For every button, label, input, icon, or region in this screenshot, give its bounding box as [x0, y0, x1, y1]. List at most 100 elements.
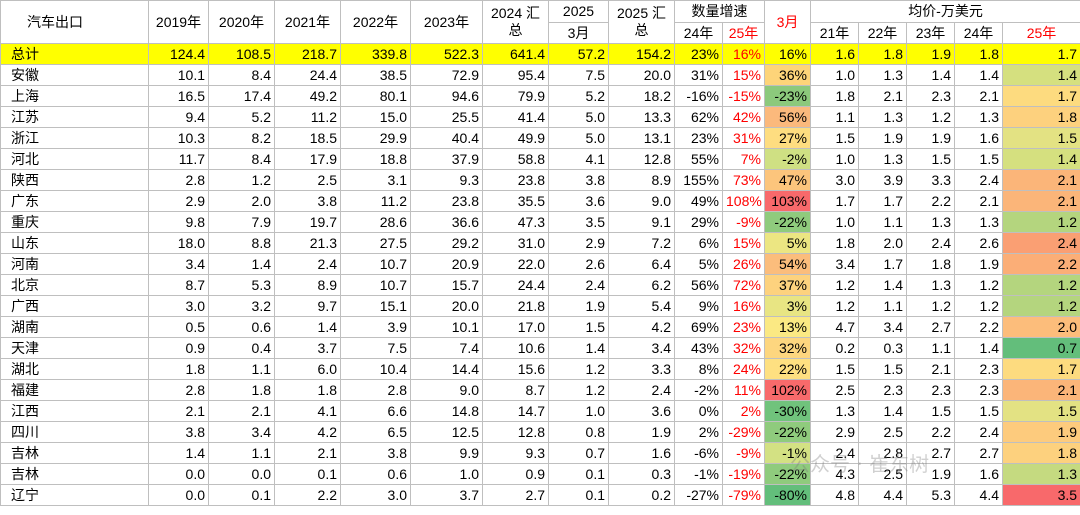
value-2025-total: 8.9 — [608, 169, 675, 191]
value-2022: 15.0 — [340, 106, 411, 128]
value-2024-total: 0.9 — [482, 463, 549, 485]
table-row: 总计 124.4 108.5 218.7 339.8 522.3 641.4 57.2 154.… — [0, 43, 1080, 65]
price-21: 2.4 — [810, 442, 859, 464]
price-22: 1.4 — [858, 400, 907, 422]
header-price-23: 23年 — [906, 22, 955, 44]
value-2022: 6.5 — [340, 421, 411, 443]
value-2025-total: 4.2 — [608, 316, 675, 338]
header-price-21: 21年 — [810, 22, 859, 44]
price-24: 1.3 — [954, 211, 1003, 233]
price-25: 1.5 — [1001, 400, 1080, 422]
price-23: 3.3 — [906, 169, 955, 191]
value-2024-total: 21.8 — [482, 295, 549, 317]
price-23: 1.9 — [906, 463, 955, 485]
value-2021: 218.7 — [274, 43, 341, 65]
price-21: 1.0 — [810, 64, 859, 86]
table-row: 江西 2.1 2.1 4.1 6.6 14.8 14.7 1.0 3.6 0% 2% -30% 1.3 1… — [0, 400, 1080, 422]
value-2020: 1.8 — [208, 379, 275, 401]
value-2025-march: 57.2 — [548, 43, 609, 65]
value-2023: 14.4 — [410, 358, 483, 380]
header-price-25: 25年 — [1001, 22, 1080, 44]
price-21: 4.7 — [810, 316, 859, 338]
price-24: 1.4 — [954, 337, 1003, 359]
value-2023: 10.1 — [410, 316, 483, 338]
value-2019: 2.8 — [148, 379, 209, 401]
price-24: 1.5 — [954, 148, 1003, 170]
growth-24: 55% — [674, 148, 723, 170]
price-25: 1.4 — [1001, 148, 1080, 170]
growth-march: -80% — [764, 484, 811, 506]
price-22: 1.4 — [858, 274, 907, 296]
value-2025-march: 0.1 — [548, 484, 609, 506]
price-25: 1.2 — [1001, 295, 1080, 317]
price-24: 2.3 — [954, 379, 1003, 401]
value-2022: 7.5 — [340, 337, 411, 359]
value-2021: 3.8 — [274, 190, 341, 212]
growth-24: 155% — [674, 169, 723, 191]
table-row: 浙江 10.3 8.2 18.5 29.9 40.4 49.9 5.0 13.1 23% 31% 27… — [0, 127, 1080, 149]
value-2019: 10.3 — [148, 127, 209, 149]
value-2024-total: 35.5 — [482, 190, 549, 212]
value-2020: 108.5 — [208, 43, 275, 65]
price-22: 2.3 — [858, 379, 907, 401]
table-row: 重庆 9.8 7.9 19.7 28.6 36.6 47.3 3.5 9.1 29% -9% -22%… — [0, 211, 1080, 233]
price-23: 1.9 — [906, 43, 955, 65]
price-22: 1.7 — [858, 190, 907, 212]
growth-24: 43% — [674, 337, 723, 359]
growth-march: -23% — [764, 85, 811, 107]
value-2021: 4.2 — [274, 421, 341, 443]
region-name: 北京 — [0, 274, 149, 296]
growth-25: 15% — [722, 232, 765, 254]
growth-24: 23% — [674, 43, 723, 65]
growth-25: 72% — [722, 274, 765, 296]
growth-25: 7% — [722, 148, 765, 170]
growth-24: 49% — [674, 190, 723, 212]
price-25: 1.8 — [1001, 442, 1080, 464]
value-2023: 94.6 — [410, 85, 483, 107]
value-2025-total: 12.8 — [608, 148, 675, 170]
value-2020: 17.4 — [208, 85, 275, 107]
table-row: 湖南 0.5 0.6 1.4 3.9 10.1 17.0 1.5 4.2 69% 23% 13% 4.7… — [0, 316, 1080, 338]
price-24: 2.7 — [954, 442, 1003, 464]
price-25: 1.7 — [1001, 85, 1080, 107]
header-2024-total: 2024 汇总 — [482, 0, 549, 44]
value-2022: 339.8 — [340, 43, 411, 65]
value-2020: 0.1 — [208, 484, 275, 506]
price-21: 1.7 — [810, 190, 859, 212]
value-2021: 49.2 — [274, 85, 341, 107]
price-25: 1.2 — [1001, 211, 1080, 233]
value-2025-total: 1.6 — [608, 442, 675, 464]
header-growth-25: 25年 — [722, 22, 765, 44]
price-23: 2.2 — [906, 190, 955, 212]
price-25: 1.4 — [1001, 64, 1080, 86]
growth-25: -15% — [722, 85, 765, 107]
price-25: 1.9 — [1001, 421, 1080, 443]
value-2021: 1.8 — [274, 379, 341, 401]
value-2025-march: 0.7 — [548, 442, 609, 464]
value-2019: 16.5 — [148, 85, 209, 107]
price-23: 1.2 — [906, 295, 955, 317]
growth-march: -30% — [764, 400, 811, 422]
table-row: 广西 3.0 3.2 9.7 15.1 20.0 21.8 1.9 5.4 9% 16% 3% 1.2 1… — [0, 295, 1080, 317]
value-2020: 7.9 — [208, 211, 275, 233]
value-2024-total: 95.4 — [482, 64, 549, 86]
value-2022: 0.6 — [340, 463, 411, 485]
value-2019: 2.8 — [148, 169, 209, 191]
region-name: 天津 — [0, 337, 149, 359]
header-price-group: 均价-万美元 — [809, 0, 1080, 23]
price-22: 1.9 — [858, 127, 907, 149]
value-2019: 8.7 — [148, 274, 209, 296]
growth-25: 32% — [722, 337, 765, 359]
value-2022: 15.1 — [340, 295, 411, 317]
table-row: 北京 8.7 5.3 8.9 10.7 15.7 24.4 2.4 6.2 56% 72% 37% 1.… — [0, 274, 1080, 296]
growth-march: 36% — [764, 64, 811, 86]
value-2020: 3.4 — [208, 421, 275, 443]
value-2024-total: 24.4 — [482, 274, 549, 296]
price-22: 1.3 — [858, 106, 907, 128]
value-2024-total: 17.0 — [482, 316, 549, 338]
price-24: 2.6 — [954, 232, 1003, 254]
value-2025-total: 7.2 — [608, 232, 675, 254]
value-2023: 40.4 — [410, 127, 483, 149]
growth-march: 16% — [764, 43, 811, 65]
region-name: 陕西 — [0, 169, 149, 191]
